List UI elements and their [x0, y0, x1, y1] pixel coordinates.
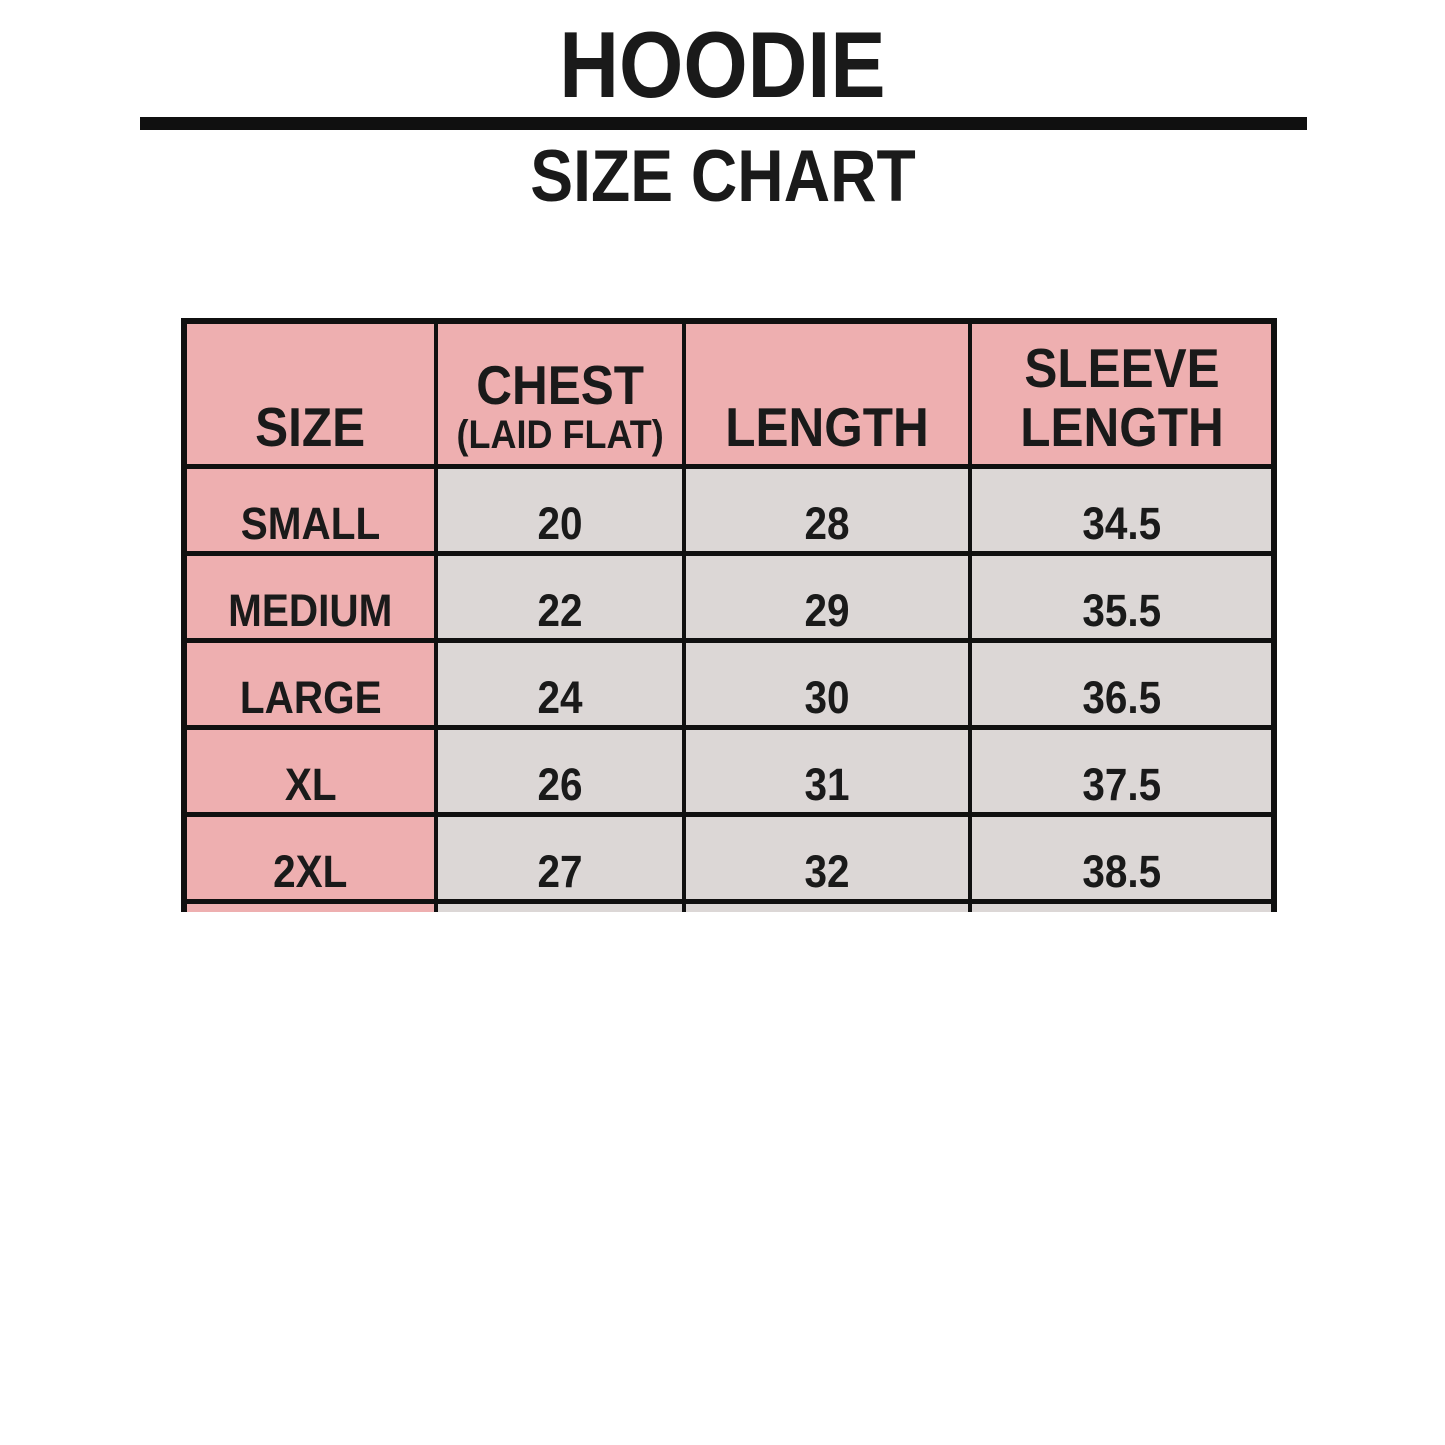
size-label: LARGE [239, 672, 382, 723]
column-header-sleeve-length: SLEEVE LENGTH [972, 324, 1271, 464]
sleeve-length-value: 34.5 [1082, 498, 1161, 549]
sleeve-length-value: 36.5 [1082, 672, 1161, 723]
chest-cell: 20 [438, 469, 682, 551]
title-divider [140, 117, 1307, 130]
chest-value: 20 [537, 498, 583, 549]
page-subtitle: SIZE CHART [0, 140, 1445, 213]
sleeve-length-value: 35.5 [1082, 585, 1161, 636]
length-value: 28 [804, 498, 850, 549]
column-header-length-label: LENGTH [725, 395, 929, 458]
size-label: MEDIUM [228, 585, 393, 636]
chest-value: 22 [537, 585, 583, 636]
length-cell: 32 [686, 817, 968, 899]
page-subtitle-text: SIZE CHART [529, 136, 916, 217]
size-cell: 2XL [187, 817, 434, 899]
cropped-row-chest-cell [438, 904, 682, 912]
size-cell: SMALL [187, 469, 434, 551]
column-header-length: LENGTH [686, 324, 968, 464]
column-header-chest: CHEST (LAID FLAT) [438, 324, 682, 464]
column-header-chest-label: CHEST [476, 353, 644, 416]
page-title-text: HOODIE [559, 12, 886, 117]
chest-value: 26 [537, 759, 583, 810]
length-value: 31 [804, 759, 850, 810]
sleeve-length-cell: 36.5 [972, 643, 1271, 725]
cropped-row-size-cell [187, 904, 434, 912]
column-header-size-label: SIZE [255, 395, 366, 458]
length-value: 30 [804, 672, 850, 723]
sleeve-length-value: 37.5 [1082, 759, 1161, 810]
size-cell: LARGE [187, 643, 434, 725]
chest-cell: 22 [438, 556, 682, 638]
chest-cell: 26 [438, 730, 682, 812]
size-label: SMALL [240, 498, 381, 549]
length-value: 29 [804, 585, 850, 636]
chest-value: 27 [537, 846, 583, 897]
sleeve-length-value: 38.5 [1082, 846, 1161, 897]
length-cell: 30 [686, 643, 968, 725]
size-label: 2XL [273, 846, 348, 897]
column-header-chest-sub: (LAID FLAT) [456, 413, 664, 457]
size-chart-table: SIZE CHEST (LAID FLAT) LENGTH SLEEVE LEN… [181, 318, 1277, 912]
sleeve-length-cell: 35.5 [972, 556, 1271, 638]
length-cell: 28 [686, 469, 968, 551]
column-header-sleeve-length-label: SLEEVE LENGTH [1019, 337, 1224, 458]
sleeve-length-cell: 38.5 [972, 817, 1271, 899]
chest-cell: 24 [438, 643, 682, 725]
chest-value: 24 [537, 672, 583, 723]
sleeve-length-cell: 37.5 [972, 730, 1271, 812]
chest-cell: 27 [438, 817, 682, 899]
sleeve-length-cell: 34.5 [972, 469, 1271, 551]
size-cell: MEDIUM [187, 556, 434, 638]
length-cell: 29 [686, 556, 968, 638]
length-cell: 31 [686, 730, 968, 812]
cropped-row-sleeve-length-cell [972, 904, 1271, 912]
length-value: 32 [804, 846, 850, 897]
column-header-size: SIZE [187, 324, 434, 464]
page-title: HOODIE [0, 18, 1445, 112]
size-cell: XL [187, 730, 434, 812]
size-label: XL [284, 759, 337, 810]
cropped-row-length-cell [686, 904, 968, 912]
